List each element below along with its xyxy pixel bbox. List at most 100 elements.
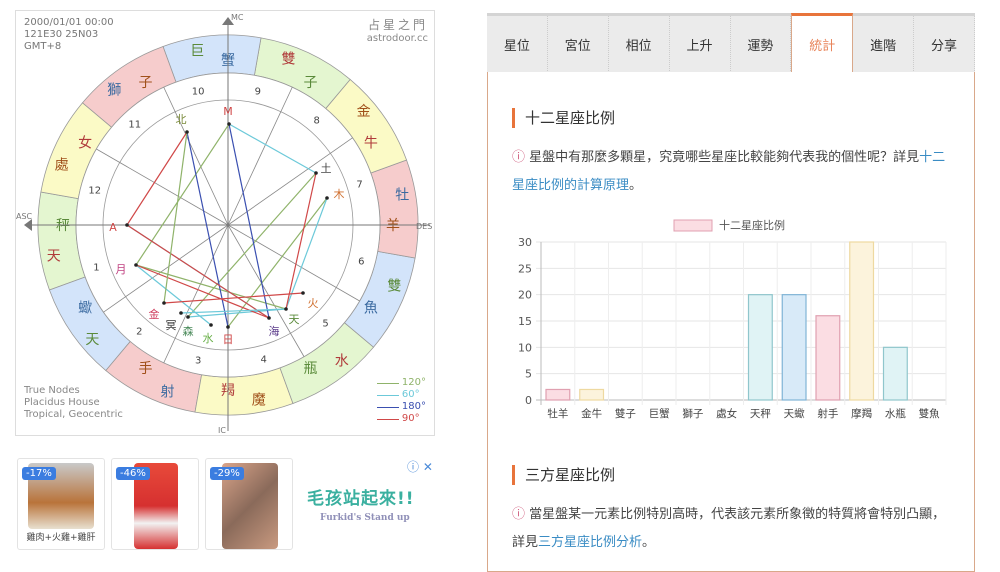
tab-share[interactable]: 分享 (914, 16, 975, 73)
section-title-triplicity-ratio: 三方星座比例 (512, 465, 615, 485)
legend-label: 120° (401, 377, 426, 388)
aspect-line-60 (285, 197, 328, 310)
x-tick-label: 金牛 (581, 407, 602, 420)
zodiac-ratio-link[interactable]: 十二星座比例的計算原理 (512, 150, 946, 193)
astro-chart-panel: 天秤天蠍射手魔羯水瓶雙魚牡羊金牛雙子巨蟹獅子處女 1 2 3 4 5 6 7 8 9 10 11 12 M… (15, 10, 435, 436)
legend-label: 十二星座比例 (719, 218, 785, 232)
ad-item-cat-food-can[interactable]: -17% 雞肉+火雞+雞肝 (17, 458, 105, 550)
brand-url: astrodoor.cc (366, 33, 428, 44)
planet-glyph: 森 (183, 324, 194, 338)
desc-text: 當星盤某一元素比例特別高時，代表該元素所象徵的特質將會特別凸顯，詳見 (512, 507, 946, 550)
x-tick-label: 天蠍 (784, 408, 805, 420)
x-tick-label: 射手 (817, 407, 838, 420)
discount-tag: -29% (210, 467, 244, 480)
x-tick-label: 水瓶 (885, 407, 906, 420)
discount-tag: -17% (22, 467, 56, 480)
ad-item-cat-litter[interactable]: -29% (205, 458, 293, 550)
planet-glyph: 土 (321, 162, 332, 175)
house-number: 4 (261, 354, 267, 365)
sign-label: 子 (139, 75, 153, 91)
x-tick-label: 巨蟹 (649, 407, 670, 420)
setting-house: Placidus House (24, 397, 100, 408)
y-tick-label: 20 (518, 289, 532, 302)
house-cusp (103, 224, 229, 313)
x-tick-label: 雙魚 (919, 407, 940, 420)
info-icon: ⓘ (512, 507, 526, 522)
sign-label: 子 (304, 75, 318, 91)
house-cusp (163, 224, 229, 363)
ad-close-icon[interactable]: ⓘ ✕ (407, 460, 433, 474)
bar-金牛 (579, 388, 605, 401)
aspect-line-90 (285, 172, 317, 310)
sign-label: 瓶 (304, 361, 318, 377)
house-number: 8 (314, 115, 320, 126)
ad-item-ciao-treat[interactable]: -46% (111, 458, 199, 550)
house-cusp (227, 87, 293, 226)
house-cusp (227, 224, 360, 302)
planet-glyph: 火 (308, 297, 319, 310)
planet-glyph: 海 (269, 324, 280, 338)
sign-label: 手 (139, 361, 153, 377)
triplicity-link[interactable]: 三方星座比例分析 (538, 535, 643, 550)
tab-planets[interactable]: 星位 (487, 16, 548, 73)
sign-label: 獅 (107, 82, 121, 98)
planet-glyph: 水 (203, 332, 214, 345)
tab-advanced[interactable]: 進階 (853, 16, 915, 73)
x-tick-label: 處女 (716, 407, 737, 420)
bar-天秤 (747, 294, 773, 401)
aspect-legend: 120° 60° 180° 90° (376, 377, 426, 425)
statistics-panel: 十二星座比例 ⓘ 星盤中有那麼多顆星，究竟哪些星座比較能夠代表我的個性呢？詳見十… (487, 72, 975, 572)
house-number: 5 (322, 319, 328, 330)
planet-point (284, 307, 288, 311)
aspect-line-120 (227, 197, 328, 328)
tab-houses[interactable]: 宮位 (547, 16, 609, 73)
sign-label: 女 (78, 135, 92, 152)
tab-ascendant[interactable]: 上升 (669, 16, 731, 73)
sign-label: 巨 (190, 44, 204, 60)
x-tick-label: 摩羯 (851, 407, 872, 420)
section-desc-triplicity-ratio: ⓘ 當星盤某一元素比例特別高時，代表該元素所象徵的特質將會特別凸顯，詳見三方星座… (512, 501, 957, 557)
house-number: 9 (255, 86, 261, 97)
y-tick-label: 30 (518, 236, 532, 249)
aspect-line-90 (135, 264, 270, 319)
product-caption: 雞肉+火雞+雞肝 (26, 533, 96, 543)
house-number: 1 (93, 262, 99, 273)
aspect-line-90 (126, 224, 270, 319)
tab-statistics[interactable]: 統計 (791, 13, 854, 73)
tab-aspects[interactable]: 相位 (608, 16, 670, 73)
chart-timezone: GMT+8 (24, 41, 62, 52)
legend-label: 180° (401, 401, 426, 412)
legend-label: 90° (401, 413, 420, 424)
x-tick-label: 天秤 (750, 408, 771, 420)
planet-point (209, 323, 213, 327)
chart-meta: 2000/01/01 00:00 121E30 25N03 GMT+8 (24, 17, 114, 53)
ic-label: IC (218, 426, 226, 435)
brand-name: 占星之門 (367, 18, 428, 32)
ad-brand-logo: 毛孩站起來!! (307, 489, 415, 509)
sign-label: 天 (85, 332, 99, 348)
legend-60: 60° (376, 389, 426, 401)
chart-settings: True Nodes Placidus House Tropical, Geoc… (24, 385, 123, 421)
brand-logo: 占星之門 astrodoor.cc (367, 19, 428, 45)
setting-nodes: True Nodes (24, 385, 80, 396)
aspect-line-120 (135, 264, 287, 310)
planet-point (325, 196, 329, 200)
planet-glyph: 冥 (166, 319, 177, 332)
sign-label: 秤 (56, 218, 70, 234)
sign-label: 魚 (364, 301, 378, 317)
sign-label: 牡 (395, 187, 409, 203)
planet-point (134, 263, 138, 267)
sign-label: 魔 (252, 392, 266, 408)
sign-label: 射 (160, 384, 174, 400)
planet-glyph: 天 (289, 313, 300, 326)
x-tick-label: 雙子 (615, 407, 636, 420)
sign-label: 羊 (386, 218, 400, 234)
planet-glyph: 金 (149, 307, 160, 321)
info-icon: ⓘ (512, 150, 526, 165)
ad-banner[interactable]: -17% 雞肉+火雞+雞肝 -46% -29% 毛孩站起來!! Furkid's… (15, 458, 450, 553)
mc-arrow-icon (222, 17, 234, 25)
bar-射手 (815, 315, 841, 401)
planet-glyph: 日 (223, 333, 234, 346)
tab-fortune[interactable]: 運勢 (730, 16, 792, 73)
